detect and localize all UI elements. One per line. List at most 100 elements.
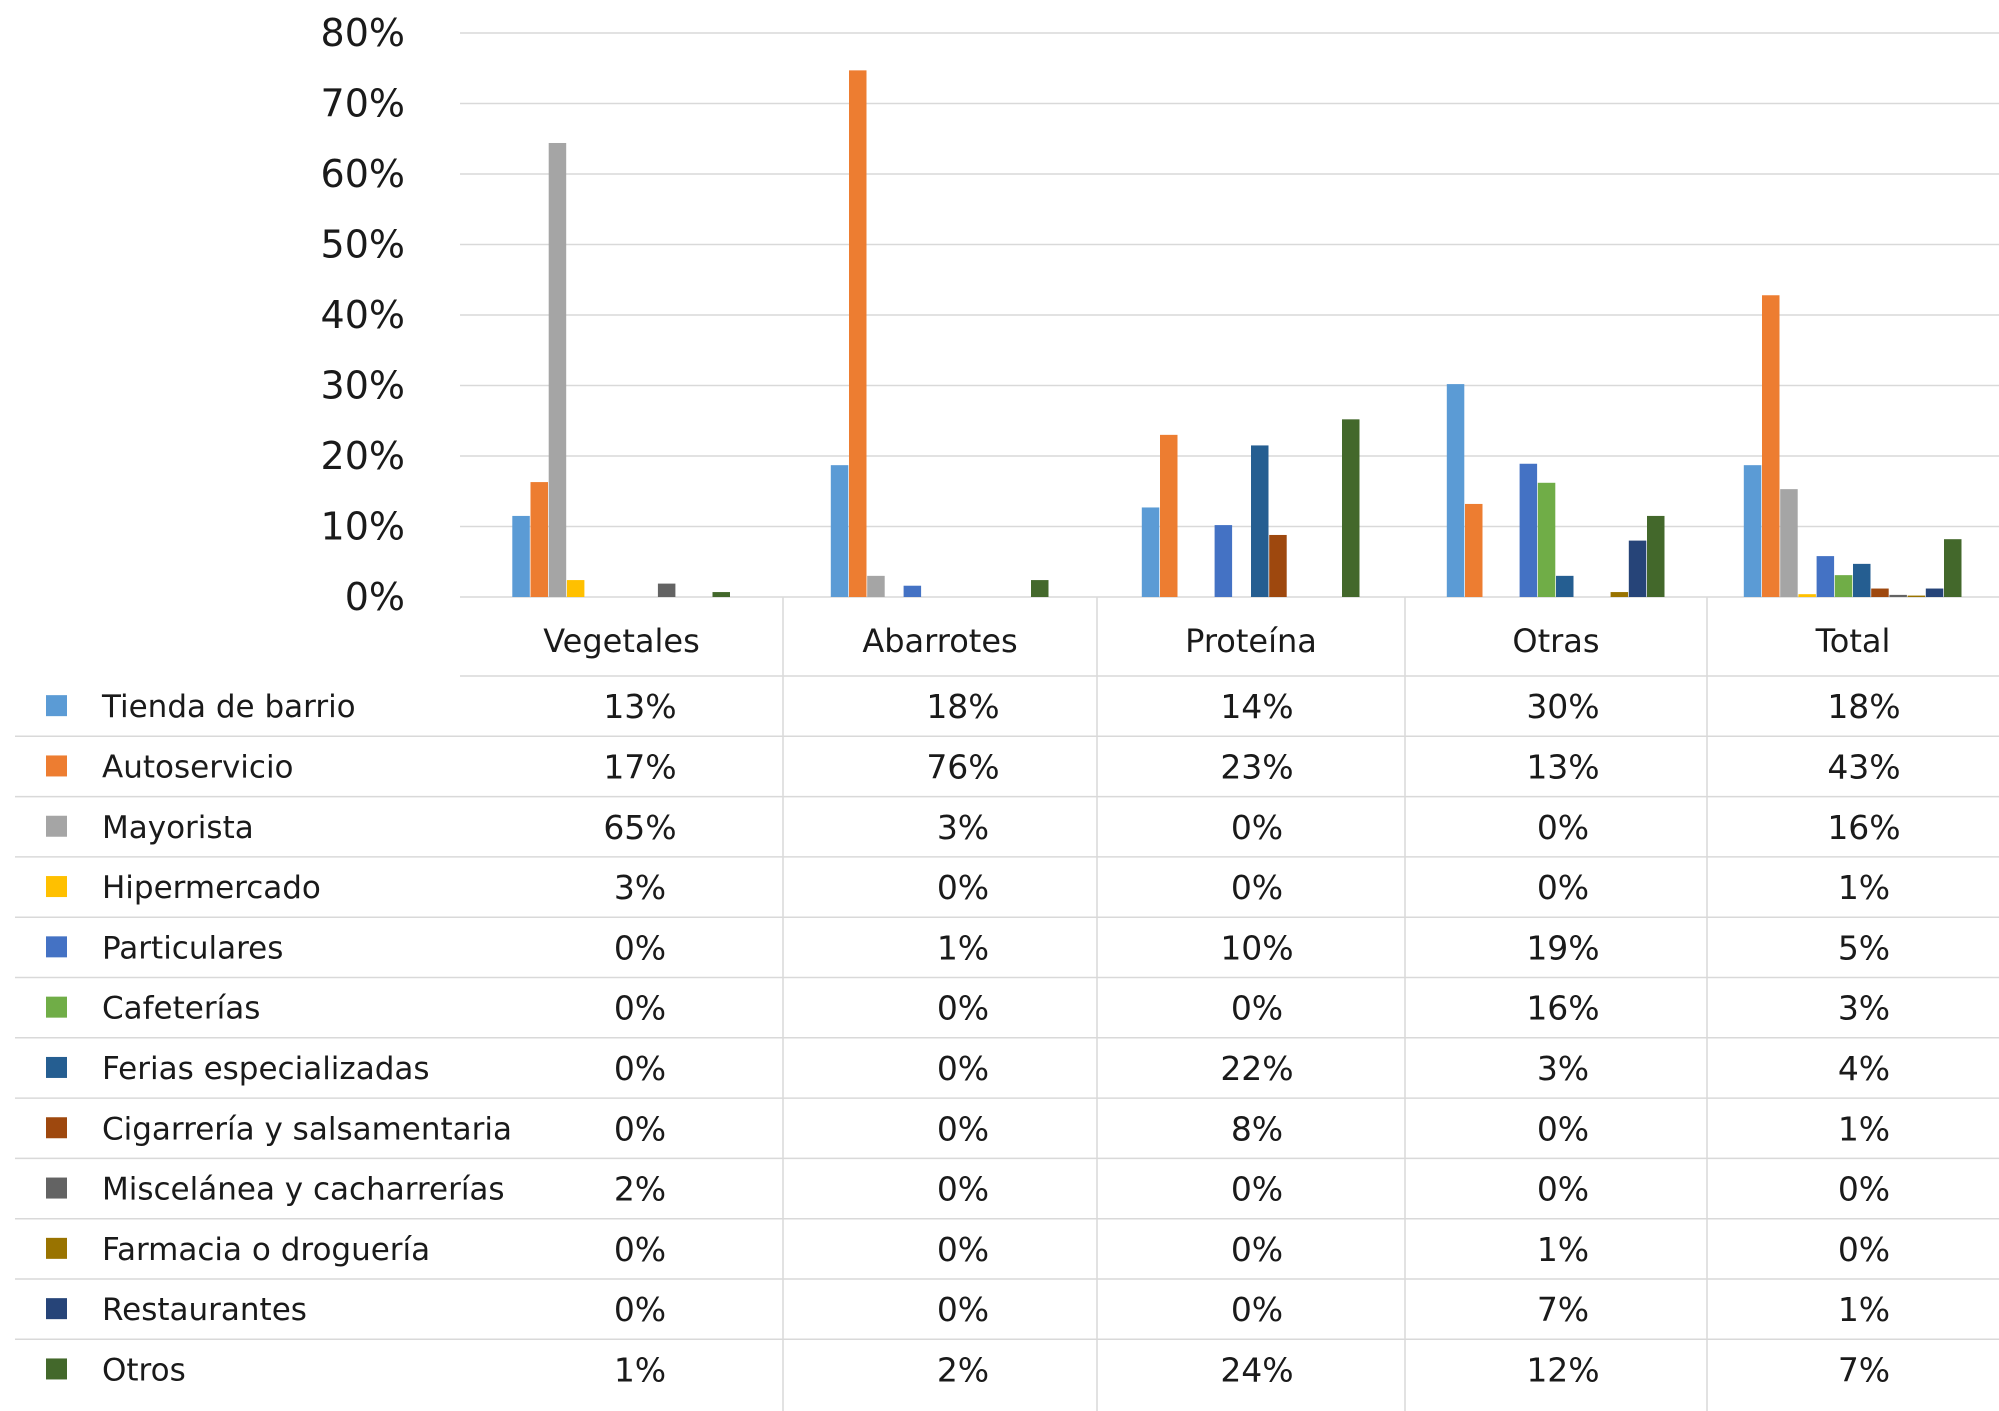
legend-label-restaurantes: Restaurantes	[102, 1292, 307, 1328]
y-tick-label: 20%	[321, 434, 405, 478]
bar-otros-otras	[1647, 515, 1665, 597]
y-tick-label: 10%	[321, 505, 405, 549]
bar-otros-vegetales	[712, 592, 730, 597]
category-label-otras: Otras	[1512, 622, 1599, 660]
bar-ferias-especializadas-otras	[1556, 575, 1574, 597]
data-label-particulares-total: 5%	[1838, 928, 1890, 967]
data-label-mayorista-proteina: 0%	[1231, 808, 1283, 847]
data-label-miscelanea-y-cacharrerias-proteina: 0%	[1231, 1170, 1283, 1209]
bar-particulares-abarrotes	[903, 585, 922, 597]
data-label-autoservicio-vegetales: 17%	[603, 747, 676, 786]
data-label-mayorista-abarrotes: 3%	[937, 808, 989, 847]
y-tick-label: 70%	[321, 82, 405, 126]
data-label-otros-vegetales: 1%	[614, 1350, 666, 1389]
data-label-restaurantes-total: 1%	[1838, 1290, 1890, 1329]
data-label-hipermercado-otras: 0%	[1537, 868, 1589, 907]
data-label-cafeterias-abarrotes: 0%	[937, 989, 989, 1028]
data-label-particulares-otras: 19%	[1526, 928, 1599, 967]
data-label-hipermercado-abarrotes: 0%	[937, 868, 989, 907]
bar-mayorista-vegetales	[548, 142, 567, 598]
bar-restaurantes-total	[1925, 588, 1944, 597]
data-label-restaurantes-otras: 7%	[1537, 1290, 1589, 1329]
data-label-ferias-especializadas-vegetales: 0%	[614, 1049, 666, 1088]
bar-ferias-especializadas-total	[1853, 563, 1871, 597]
data-label-particulares-vegetales: 0%	[614, 928, 666, 967]
data-label-farmacia-o-drogueria-total: 0%	[1838, 1230, 1890, 1269]
bar-particulares-proteina	[1214, 525, 1233, 597]
bar-tienda-de-barrio-vegetales	[512, 515, 530, 597]
bar-cafeterias-total	[1834, 575, 1853, 597]
legend-label-cafeterias: Cafeterías	[102, 991, 260, 1027]
data-label-restaurantes-abarrotes: 0%	[937, 1290, 989, 1329]
data-label-particulares-abarrotes: 1%	[937, 928, 989, 967]
bar-tienda-de-barrio-total	[1743, 465, 1762, 597]
bar-cigarreria-y-salsamentaria-total	[1871, 588, 1889, 597]
legend-swatch-cafeterias	[46, 996, 67, 1018]
bar-tienda-de-barrio-otras	[1446, 384, 1465, 597]
data-label-ferias-especializadas-otras: 3%	[1537, 1049, 1589, 1088]
category-label-abarrotes: Abarrotes	[862, 622, 1017, 660]
data-label-otros-abarrotes: 2%	[937, 1350, 989, 1389]
bar-particulares-total	[1816, 556, 1835, 597]
bar-miscelanea-y-cacharrerias-total	[1889, 594, 1907, 597]
legend-label-tienda-de-barrio: Tienda de barrio	[101, 689, 356, 725]
data-label-farmacia-o-drogueria-proteina: 0%	[1231, 1230, 1283, 1269]
y-axis-tick-labels: 0% 10% 20% 30% 40% 50% 60% 70% 80%	[321, 11, 405, 619]
data-label-autoservicio-proteina: 23%	[1220, 747, 1293, 786]
bar-tienda-de-barrio-abarrotes	[830, 465, 849, 597]
data-label-cafeterias-vegetales: 0%	[614, 989, 666, 1028]
legend-label-miscelanea-y-cacharrerias: Miscelánea y cacharrerías	[102, 1172, 505, 1208]
data-label-ferias-especializadas-proteina: 22%	[1220, 1049, 1293, 1088]
data-label-autoservicio-total: 43%	[1827, 747, 1900, 786]
bar-autoservicio-total	[1762, 295, 1780, 597]
y-tick-label: 60%	[321, 152, 405, 196]
bar-otros-proteina	[1342, 419, 1360, 597]
data-label-ferias-especializadas-abarrotes: 0%	[937, 1049, 989, 1088]
bar-cigarreria-y-salsamentaria-proteina	[1269, 534, 1287, 597]
legend-swatch-miscelanea-y-cacharrerias	[46, 1177, 67, 1199]
data-label-miscelanea-y-cacharrerias-total: 0%	[1838, 1170, 1890, 1209]
data-label-cigarreria-y-salsamentaria-proteina: 8%	[1231, 1109, 1283, 1148]
legend-swatch-otros	[46, 1358, 67, 1380]
legend-swatch-hipermercado	[46, 876, 67, 898]
data-label-cafeterias-proteina: 0%	[1231, 989, 1283, 1028]
legend-swatch-particulares	[46, 936, 67, 958]
bar-farmacia-o-drogueria-otras	[1610, 592, 1629, 597]
legend-swatch-tienda-de-barrio	[46, 695, 67, 717]
data-label-restaurantes-proteina: 0%	[1231, 1290, 1283, 1329]
data-label-cafeterias-otras: 16%	[1526, 989, 1599, 1028]
category-label-proteina: Proteína	[1185, 622, 1317, 660]
bar-hipermercado-total	[1798, 594, 1816, 597]
bar-particulares-otras	[1519, 463, 1538, 597]
data-label-tienda-de-barrio-total: 18%	[1827, 687, 1900, 726]
y-tick-label: 0%	[345, 575, 405, 619]
data-label-cigarreria-y-salsamentaria-otras: 0%	[1537, 1109, 1589, 1148]
legend-label-autoservicio: Autoservicio	[102, 749, 294, 785]
bar-farmacia-o-drogueria-total	[1907, 595, 1926, 597]
data-label-hipermercado-vegetales: 3%	[614, 868, 666, 907]
bar-autoservicio-otras	[1465, 503, 1483, 597]
legend-label-farmacia-o-drogueria: Farmacia o droguería	[102, 1232, 430, 1268]
data-label-ferias-especializadas-total: 4%	[1838, 1049, 1890, 1088]
data-label-tienda-de-barrio-vegetales: 13%	[603, 687, 676, 726]
data-label-mayorista-vegetales: 65%	[603, 808, 676, 847]
data-label-autoservicio-abarrotes: 76%	[926, 747, 999, 786]
y-tick-label: 40%	[321, 293, 405, 337]
data-label-mayorista-otras: 0%	[1537, 808, 1589, 847]
data-label-farmacia-o-drogueria-abarrotes: 0%	[937, 1230, 989, 1269]
data-label-mayorista-total: 16%	[1827, 808, 1900, 847]
legend-swatch-ferias-especializadas	[46, 1056, 67, 1078]
bar-autoservicio-vegetales	[530, 482, 548, 597]
data-label-cigarreria-y-salsamentaria-abarrotes: 0%	[937, 1109, 989, 1148]
legend-swatch-cigarreria-y-salsamentaria	[46, 1117, 67, 1139]
data-label-particulares-proteina: 10%	[1220, 928, 1293, 967]
bar-cafeterias-otras	[1537, 482, 1556, 597]
data-label-otros-otras: 12%	[1526, 1350, 1599, 1389]
bar-otros-abarrotes	[1031, 580, 1049, 597]
bar-otros-total	[1944, 539, 1962, 597]
data-label-tienda-de-barrio-otras: 30%	[1526, 687, 1599, 726]
data-label-miscelanea-y-cacharrerias-abarrotes: 0%	[937, 1170, 989, 1209]
data-label-hipermercado-total: 1%	[1838, 868, 1890, 907]
bar-miscelanea-y-cacharrerias-vegetales	[657, 583, 676, 597]
